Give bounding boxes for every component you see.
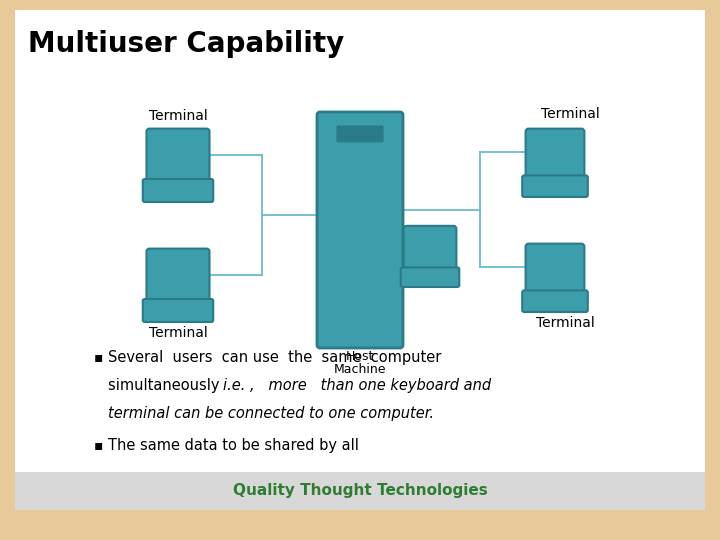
Text: Machine: Machine [334,363,386,376]
Text: i.e. ,   more   than one keyboard and: i.e. , more than one keyboard and [223,378,491,393]
FancyBboxPatch shape [337,126,383,142]
Text: Multiuser Capability: Multiuser Capability [28,30,344,58]
Text: terminal can be connected to one computer.: terminal can be connected to one compute… [108,406,434,421]
Text: ▪: ▪ [94,438,104,452]
FancyBboxPatch shape [522,176,588,197]
FancyBboxPatch shape [143,299,213,322]
FancyBboxPatch shape [404,226,456,272]
Text: The same data to be shared by all: The same data to be shared by all [108,438,359,453]
Text: Several  users  can use  the  same  computer: Several users can use the same computer [108,350,441,365]
FancyBboxPatch shape [143,179,213,202]
Text: Quality Thought Technologies: Quality Thought Technologies [233,483,487,498]
Text: Terminal: Terminal [541,107,599,122]
FancyBboxPatch shape [401,267,459,287]
Text: Terminal: Terminal [536,316,595,330]
Text: Terminal: Terminal [148,326,207,340]
Text: simultaneously: simultaneously [108,378,224,393]
Text: ▪: ▪ [94,350,104,364]
FancyBboxPatch shape [522,291,588,312]
FancyBboxPatch shape [526,129,585,180]
Text: Host: Host [346,350,374,363]
FancyBboxPatch shape [317,112,403,348]
Text: Terminal: Terminal [148,109,207,123]
FancyBboxPatch shape [146,129,210,184]
Bar [15,472,705,510]
FancyBboxPatch shape [146,248,210,304]
FancyBboxPatch shape [526,244,585,295]
